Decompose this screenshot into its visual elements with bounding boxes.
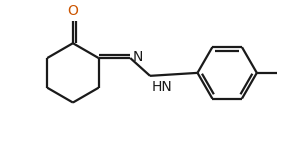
Text: HN: HN: [152, 80, 173, 94]
Text: O: O: [67, 3, 78, 18]
Text: N: N: [132, 50, 143, 64]
